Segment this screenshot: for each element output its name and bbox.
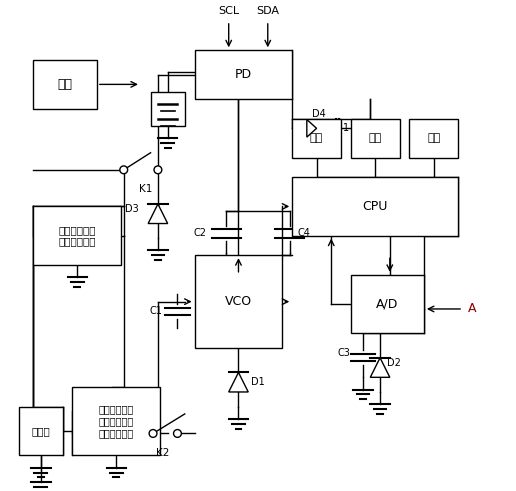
- Text: VCO: VCO: [225, 295, 252, 308]
- Bar: [351, 118, 399, 158]
- Circle shape: [173, 430, 181, 437]
- Text: D2: D2: [388, 357, 401, 368]
- Bar: [34, 206, 121, 265]
- Bar: [72, 387, 160, 456]
- Polygon shape: [370, 358, 390, 377]
- Text: 显示: 显示: [310, 133, 323, 143]
- Text: A/D: A/D: [376, 298, 398, 311]
- Text: 电源: 电源: [58, 78, 73, 91]
- Text: 恒压源: 恒压源: [31, 426, 50, 436]
- Circle shape: [120, 166, 127, 174]
- Text: K2: K2: [156, 448, 169, 458]
- Text: C2: C2: [194, 228, 207, 238]
- Text: D3: D3: [125, 204, 138, 214]
- Polygon shape: [229, 373, 248, 392]
- Text: C4: C4: [297, 228, 310, 238]
- Circle shape: [154, 166, 162, 174]
- Bar: [151, 92, 185, 126]
- Text: A: A: [468, 302, 476, 316]
- Text: 铂电阻或其他
温度传感器组
成的电桥电路: 铂电阻或其他 温度传感器组 成的电桥电路: [99, 405, 134, 438]
- Circle shape: [149, 430, 157, 437]
- Text: D4: D4: [312, 109, 326, 118]
- Bar: [292, 118, 341, 158]
- Bar: [195, 50, 292, 99]
- Text: PD: PD: [235, 68, 252, 81]
- Text: 输入: 输入: [368, 133, 382, 143]
- Text: K1: K1: [139, 185, 152, 194]
- Bar: [351, 275, 424, 333]
- Text: SDA: SDA: [256, 6, 279, 16]
- Text: 1: 1: [344, 123, 349, 134]
- Bar: [34, 60, 97, 109]
- Text: C1: C1: [150, 306, 163, 316]
- Polygon shape: [148, 204, 168, 223]
- Text: SCL: SCL: [218, 6, 239, 16]
- Bar: [195, 255, 282, 348]
- Text: CPU: CPU: [362, 200, 388, 213]
- Bar: [409, 118, 458, 158]
- Bar: [19, 407, 63, 456]
- Bar: [292, 177, 458, 236]
- Text: 通讯: 通讯: [427, 133, 440, 143]
- Text: D1: D1: [251, 377, 264, 387]
- Polygon shape: [307, 119, 317, 137]
- Text: 康铜丝或镍锰
电桥校正电路: 康铜丝或镍锰 电桥校正电路: [59, 225, 96, 246]
- Text: C3: C3: [338, 348, 351, 358]
